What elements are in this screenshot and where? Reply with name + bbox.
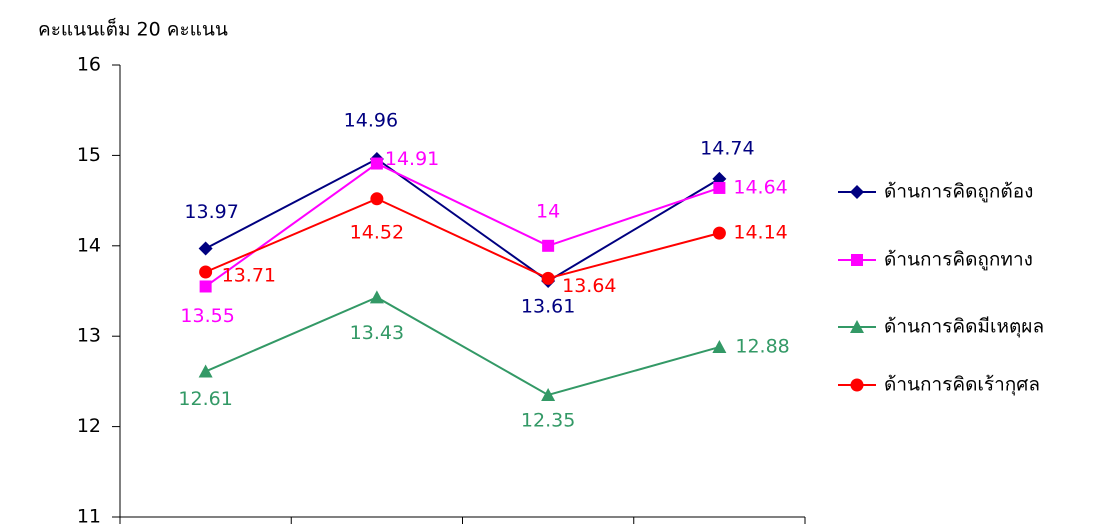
axis-title: คะแนนเต็ม 20 คะแนน — [38, 17, 228, 41]
legend-label: ด้านการคิดถูกต้อง — [884, 181, 1033, 203]
marker — [370, 157, 383, 170]
data-label: 14.91 — [385, 148, 439, 170]
series-line — [205, 296, 720, 397]
data-label: 14.64 — [733, 176, 787, 198]
marker — [541, 271, 555, 285]
series-line — [205, 157, 720, 283]
y-tick-label: 16 — [77, 54, 101, 76]
marker — [850, 378, 864, 392]
data-label: 13.43 — [350, 322, 404, 344]
marker — [199, 265, 213, 279]
data-label: 14.52 — [350, 221, 404, 243]
series-line — [205, 197, 720, 280]
data-label: 14.14 — [733, 222, 787, 244]
marker — [198, 241, 213, 256]
marker — [199, 280, 212, 293]
marker — [850, 185, 864, 199]
marker — [850, 320, 864, 333]
data-label: 12.61 — [178, 388, 232, 410]
y-tick-label: 13 — [77, 325, 101, 347]
y-tick-label: 14 — [77, 234, 101, 256]
marker — [542, 239, 555, 252]
marker — [713, 181, 726, 194]
data-label: 13.71 — [222, 265, 276, 287]
data-label: 12.88 — [735, 336, 789, 358]
marker — [198, 364, 213, 378]
marker — [712, 340, 727, 354]
data-label: 13.64 — [562, 275, 616, 297]
y-tick-label: 12 — [77, 415, 101, 437]
data-label: 14.96 — [344, 110, 398, 132]
y-tick-label: 15 — [77, 144, 101, 166]
legend-label: ด้านการคิดมีเหตุผล — [884, 316, 1044, 339]
data-label: 12.35 — [521, 409, 575, 431]
data-label: 14.74 — [700, 137, 754, 159]
data-label: 13.61 — [521, 296, 575, 318]
legend-label: ด้านการคิดถูกทาง — [884, 249, 1033, 271]
data-label: 13.55 — [180, 305, 234, 327]
marker — [369, 290, 384, 304]
marker — [712, 226, 726, 240]
legend-label: ด้านการคิดเร้ากุศล — [884, 374, 1040, 397]
data-label: 13.97 — [184, 201, 238, 223]
marker — [851, 254, 863, 266]
marker — [370, 192, 384, 206]
marker — [541, 387, 556, 401]
data-label: 14 — [536, 200, 560, 222]
y-tick-label: 11 — [77, 506, 101, 524]
series-line — [205, 162, 720, 288]
